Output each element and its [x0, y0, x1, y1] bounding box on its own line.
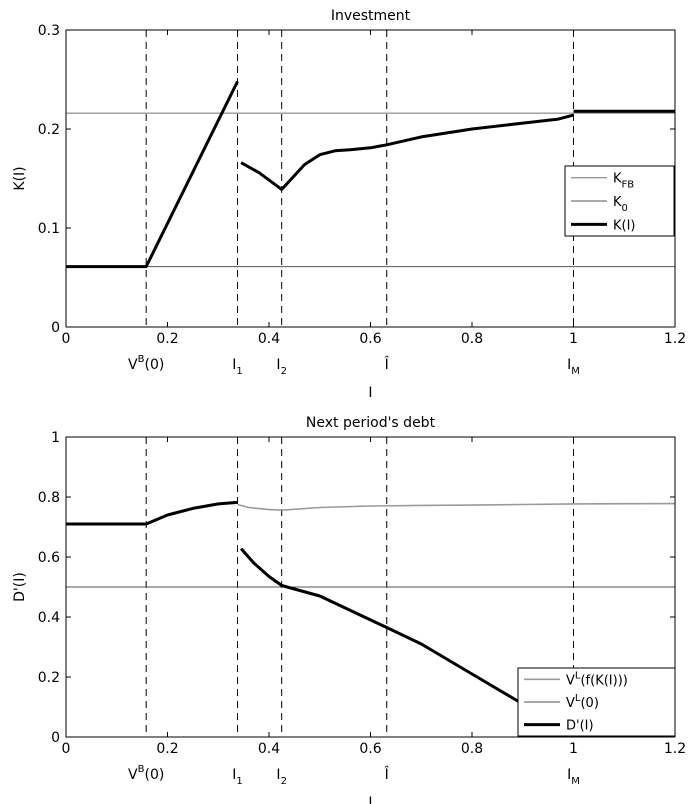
x-tick-label: 0.2: [156, 741, 178, 757]
legend-label: K(I): [613, 218, 636, 233]
vline-label: I1: [232, 767, 243, 787]
vline-label: IM: [567, 357, 580, 377]
legend-label: VL(f(K(I))): [566, 670, 628, 688]
y-tick-label: 0.2: [38, 670, 60, 686]
plot-area: [66, 437, 675, 737]
legend-label: KFB: [613, 172, 634, 191]
y-tick-label: 1: [51, 430, 60, 446]
legend: VL(f(K(I))) VL(0) D'(I): [517, 667, 676, 737]
vline-label: IM: [567, 767, 580, 787]
y-axis-label: K(I): [12, 166, 28, 190]
y-axis-label: D'(I): [12, 572, 28, 602]
x-tick-label: 0.6: [359, 331, 381, 347]
series-line: [66, 500, 238, 526]
x-tick-label: 0.2: [156, 331, 178, 347]
x-tick-label: 0: [62, 741, 71, 757]
chart-2: Next period's debt 0 0.2 0.4 0.6 0.8 1 1.2 0 0.2 0…: [12, 415, 686, 804]
series-line: [237, 502, 675, 511]
x-tick-label: 1: [569, 331, 578, 347]
series-line: [239, 547, 575, 737]
y-tick-label: 0: [51, 320, 60, 336]
series-line: [66, 80, 239, 269]
vline-label: VB(0): [128, 354, 164, 373]
chart-1: Investment 0 0.2 0.4 0.6 0.8 1 1.2 0 0.1 0.2 0.3 VB(…: [12, 8, 686, 401]
vline-label: VB(0): [128, 764, 164, 783]
vline-label: Î: [384, 765, 390, 783]
x-axis-label: I: [368, 385, 372, 401]
chart-title: Next period's debt: [306, 415, 436, 431]
vline-label: I2: [276, 767, 287, 787]
vline-label: Î: [384, 355, 390, 373]
series-line: [240, 113, 574, 191]
x-tick-label: 0: [62, 331, 71, 347]
x-tick-label: 1.2: [664, 741, 686, 757]
legend-label: D'(I): [566, 719, 594, 734]
legend-label: VL(0): [566, 693, 599, 711]
x-tick-label: 1.2: [664, 331, 686, 347]
y-tick-label: 0: [51, 730, 60, 746]
x-tick-label: 0.4: [258, 741, 280, 757]
y-tick-label: 0.6: [38, 550, 60, 566]
x-tick-label: 0.6: [359, 741, 381, 757]
y-tick-label: 0.2: [38, 122, 60, 138]
x-tick-label: 0.4: [258, 331, 280, 347]
y-tick-label: 0.8: [38, 490, 60, 506]
y-tick-label: 0.1: [38, 221, 60, 237]
x-tick-label: 0.8: [461, 331, 483, 347]
legend-label: K0: [613, 195, 628, 214]
x-tick-label: 0.8: [461, 741, 483, 757]
x-axis-label: I: [368, 795, 372, 804]
x-tick-label: 1: [569, 741, 578, 757]
vline-label: I1: [232, 357, 243, 377]
vline-label: I2: [276, 357, 287, 377]
y-tick-label: 0.3: [38, 23, 60, 39]
legend: KFB K0 K(I): [564, 165, 675, 237]
chart-title: Investment: [331, 8, 411, 24]
y-tick-label: 0.4: [38, 610, 60, 626]
